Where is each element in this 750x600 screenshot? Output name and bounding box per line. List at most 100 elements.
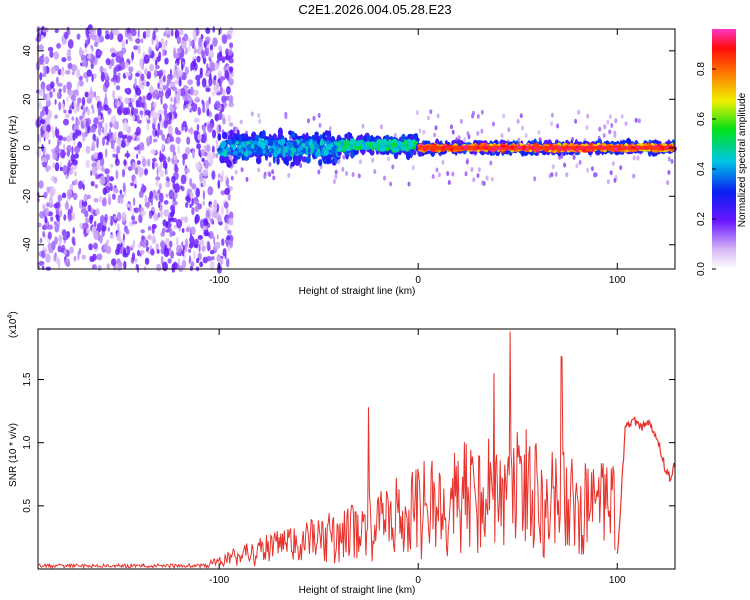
noise-blob [195,74,201,81]
noise-blob [199,67,203,76]
noise-blob [113,215,117,221]
noise-blob [115,85,121,91]
scatter-blob [610,123,614,128]
noise-blob [150,196,153,207]
noise-blob [131,243,136,249]
scatter-blob [590,166,594,172]
x-tick-label: -100 [209,275,229,286]
noise-blob [228,240,233,246]
noise-blob [213,235,216,246]
noise-blob [80,208,87,214]
noise-blob [151,224,155,235]
noise-blob [188,248,192,253]
noise-blob [88,243,93,251]
noise-blob [99,221,103,230]
noise-blob [228,48,233,56]
noise-blob [191,102,198,112]
noise-blob [204,132,207,142]
noise-blob [162,49,165,57]
noise-blob [228,66,234,72]
scatter-blob [502,113,506,119]
noise-blob [135,72,140,77]
noise-blob [62,103,65,111]
scatter-blob [516,118,520,124]
scatter-blob [620,114,624,119]
colorbar-tick-label: 0.8 [696,62,707,76]
noise-blob [161,144,164,150]
scatter-blob [257,113,261,118]
noise-blob [177,88,181,96]
band-core-blob [368,142,373,149]
scatter-blob [271,169,275,175]
snr-x-label: Height of straight line (km) [299,585,416,596]
noise-blob [159,129,163,136]
scatter-blob [606,179,610,185]
noise-blob [138,168,143,178]
noise-blob [117,211,122,222]
noise-blob [188,44,191,52]
noise-blob [121,134,127,140]
noise-blob [159,192,164,203]
noise-blob [174,166,179,173]
snr-series-line [37,331,616,570]
band-core-blob [250,144,255,149]
ridge-peak [661,146,665,150]
noise-blob [169,136,175,143]
noise-blob [208,49,214,59]
noise-blob [112,74,118,82]
ridge-peak [551,147,556,151]
noise-blob [152,116,157,125]
noise-blob [149,85,154,95]
noise-blob [177,70,184,76]
noise-blob [82,135,86,142]
noise-blob [189,235,195,245]
noise-blob [165,169,168,175]
noise-blob [203,229,209,237]
noise-blob [160,37,164,45]
noise-blob [102,187,108,196]
noise-blob [179,29,184,36]
scatter-blob [379,124,383,130]
noise-blob [209,156,214,166]
noise-blob [156,263,162,272]
band-core-blob [237,148,243,153]
scatter-blob [263,171,267,177]
band-core-blob [284,148,288,153]
noise-blob [189,191,194,199]
scatter-blob [465,159,469,165]
noise-blob [43,191,48,199]
noise-blob [84,47,88,53]
noise-blob [201,157,205,163]
noise-blob [72,238,75,246]
noise-blob [125,107,131,115]
ridge-peak [531,146,535,150]
band-outer-blob [283,157,288,163]
noise-blob [124,62,129,68]
scatter-blob [500,133,504,139]
noise-blob [202,219,209,227]
noise-blob [174,29,178,40]
noise-blob [65,69,71,75]
noise-blob [126,88,129,93]
noise-blob [158,200,161,209]
scatter-blob [415,110,419,116]
noise-blob [87,204,92,212]
scatter-blob [608,129,612,135]
band-core-blob [355,142,360,147]
scatter-blob [632,173,636,179]
band-core-blob [227,151,232,155]
noise-blob [191,261,195,266]
noise-blob [91,257,95,263]
y-tick-label: 0.5 [22,498,33,512]
ridge-peak [633,146,638,150]
band-core-blob [270,148,274,154]
scatter-blob [670,159,674,164]
y-tick-label: 1.5 [22,372,33,386]
noise-blob [163,75,166,83]
noise-blob [170,28,174,37]
band-core-blob [282,151,286,158]
noise-blob [193,238,200,245]
noise-blob [211,129,217,139]
noise-blob [140,210,147,216]
noise-blob [181,259,187,269]
